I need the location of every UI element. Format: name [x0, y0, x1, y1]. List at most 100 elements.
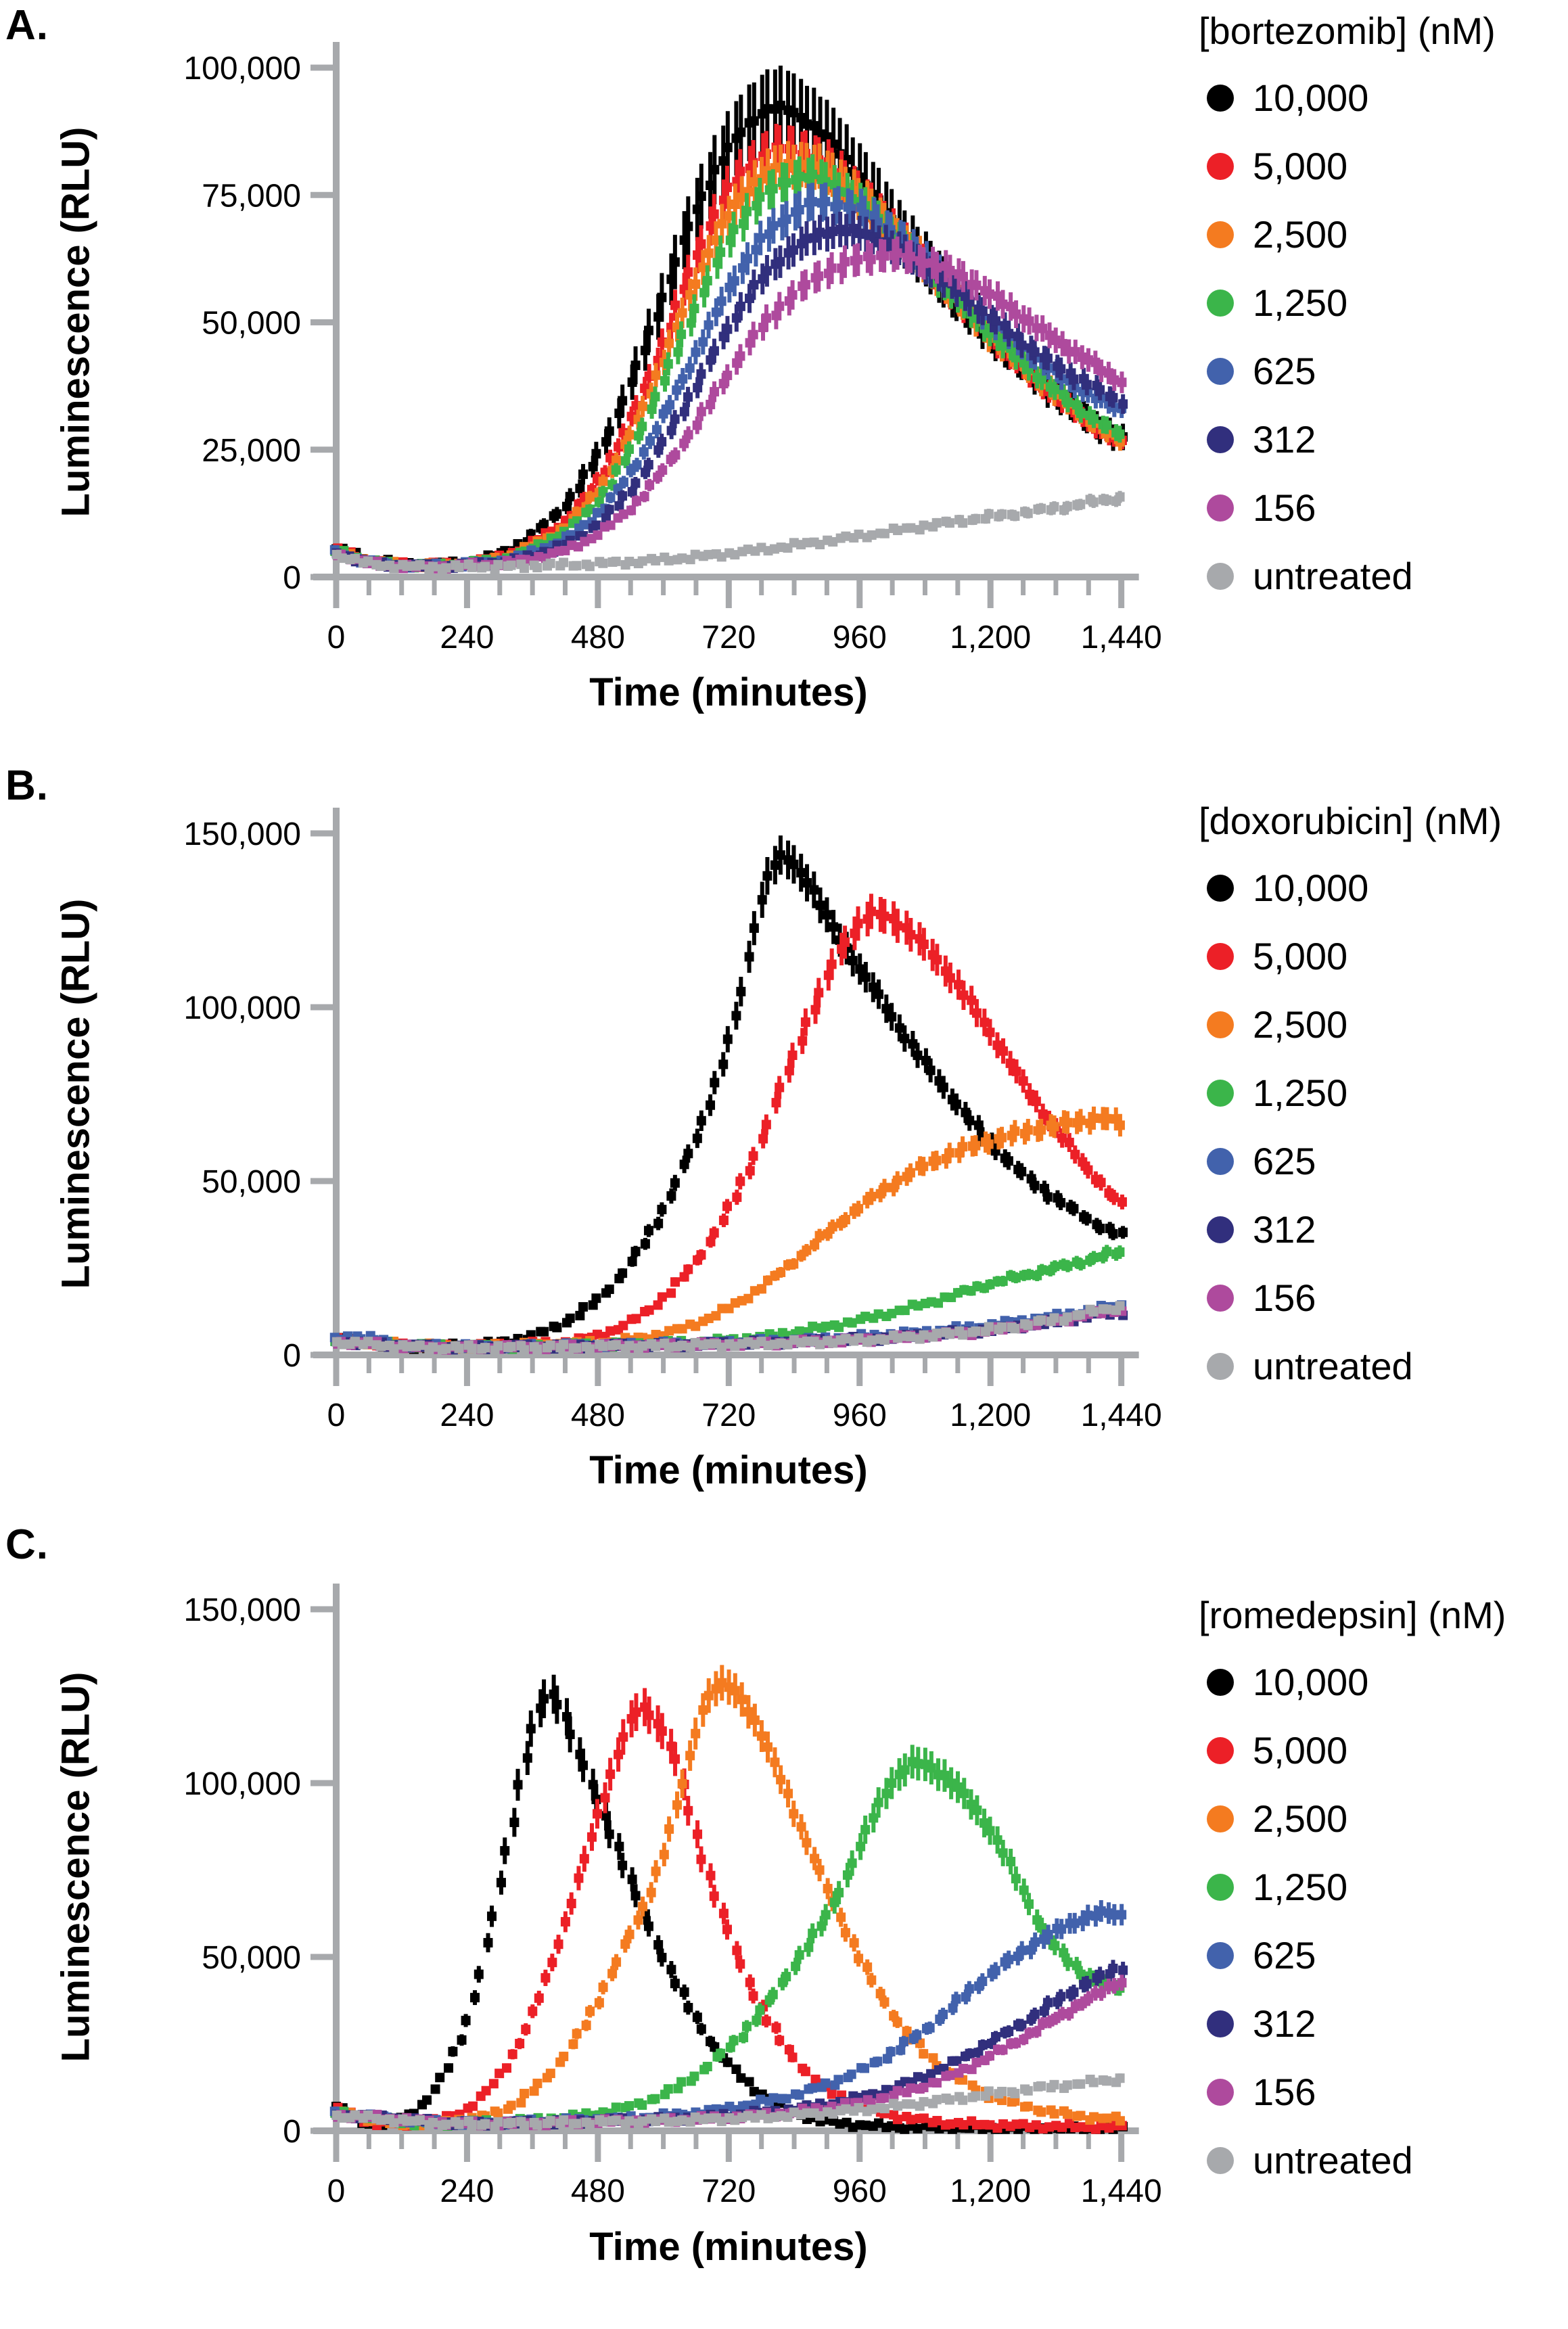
- legend-entry: 312: [1199, 405, 1568, 474]
- series-untreated: [331, 490, 1125, 574]
- legend-marker-dot: [1207, 1736, 1234, 1764]
- legend-entry-label: 5,000: [1253, 145, 1348, 187]
- y-tick-label: 25,000: [202, 433, 301, 469]
- legend-entry-label: 312: [1253, 418, 1316, 461]
- legend-entry-label: 2,500: [1253, 213, 1348, 256]
- legend-entry-label: 625: [1253, 1934, 1316, 1977]
- legend-entry-label: 1,250: [1253, 281, 1348, 324]
- x-tick-label: 1,200: [950, 2173, 1031, 2209]
- panel-a-y-axis-title: Luminescence (RLU): [53, 126, 98, 517]
- panel-b-legend-entries: 10,000 5,000 2,500 1,250 625 312 156 untreated: [1199, 854, 1568, 1400]
- legend-marker-dot: [1207, 1352, 1234, 1380]
- y-tick-label: 100,000: [183, 51, 301, 87]
- legend-entry-label: untreated: [1253, 2139, 1413, 2182]
- legend-marker-dot: [1207, 2010, 1234, 2037]
- legend-marker-dot: [1207, 2078, 1234, 2106]
- legend-entry: untreated: [1199, 542, 1568, 610]
- y-tick-label: 50,000: [202, 306, 301, 342]
- legend-marker-dot: [1207, 1668, 1234, 1696]
- panel-b-legend: [doxorubicin] (nM) 10,000 5,000 2,500 1,250…: [1199, 797, 1568, 1400]
- series-10000: [331, 66, 1128, 572]
- y-tick-label: 100,000: [183, 990, 301, 1026]
- y-tick-label: 0: [283, 560, 301, 596]
- panel-a-legend-entries: 10,000 5,000 2,500 1,250 625 312 156 untreated: [1199, 64, 1568, 610]
- x-tick-label: 0: [327, 1398, 346, 1433]
- x-tick-label: 0: [327, 2173, 346, 2209]
- series-2500: [332, 1665, 1125, 2131]
- legend-entry: untreated: [1199, 2126, 1568, 2194]
- legend-entry-label: 5,000: [1253, 1729, 1348, 1772]
- legend-entry-label: 1,250: [1253, 1071, 1348, 1114]
- legend-marker-dot: [1207, 494, 1234, 522]
- legend-entry: 10,000: [1199, 64, 1568, 132]
- legend-entry-label: 312: [1253, 1208, 1316, 1251]
- legend-marker-dot: [1207, 1805, 1234, 1832]
- legend-entry: 1,250: [1199, 269, 1568, 337]
- legend-entry-label: 2,500: [1253, 1003, 1348, 1046]
- panel-c-chart: 150,000 100,000 50,000 00 240 480 720 960 1,200 1…: [183, 1584, 1162, 2209]
- legend-entry: 2,500: [1199, 990, 1568, 1059]
- panel-c-legend-title: [romedepsin] (nM): [1199, 1594, 1506, 1636]
- legend-marker-dot: [1207, 1873, 1234, 1901]
- x-tick-label: 720: [701, 1398, 756, 1433]
- y-tick-label: 100,000: [183, 1766, 301, 1802]
- y-tick-label: 0: [283, 1338, 301, 1374]
- legend-marker-dot: [1207, 562, 1234, 590]
- panel-a-letter: A.: [5, 2, 49, 49]
- legend-entry-label: 1,250: [1253, 1866, 1348, 1908]
- legend-entry: 2,500: [1199, 200, 1568, 269]
- legend-marker-dot: [1207, 1216, 1234, 1243]
- x-tick-label: 480: [571, 620, 625, 655]
- legend-marker-dot: [1207, 1011, 1234, 1038]
- legend-entry: 2,500: [1199, 1784, 1568, 1853]
- legend-entry: 5,000: [1199, 922, 1568, 990]
- panel-a-chart: 100,000 75,000 50,000 25,000 00 240 480 720 960 1…: [183, 42, 1162, 655]
- x-tick-label: 1,440: [1081, 620, 1162, 655]
- y-tick-label: 50,000: [202, 1940, 301, 1976]
- legend-entry-label: 156: [1253, 1276, 1316, 1319]
- panel-a-legend-title: [bortezomib] (nM): [1199, 9, 1496, 52]
- x-tick-label: 240: [440, 2173, 494, 2209]
- x-tick-label: 240: [440, 620, 494, 655]
- legend-marker-dot: [1207, 1284, 1234, 1312]
- x-tick-label: 480: [571, 1398, 625, 1433]
- legend-entry-label: 625: [1253, 350, 1316, 392]
- panel-c-letter: C.: [5, 1521, 49, 1568]
- series-untreated: [331, 1301, 1125, 1356]
- panel-a-x-axis-title: Time (minutes): [589, 670, 868, 714]
- legend-entry-label: 312: [1253, 2002, 1316, 2045]
- legend-entry: 312: [1199, 1195, 1568, 1264]
- y-tick-label: 50,000: [202, 1164, 301, 1200]
- panel-c-legend: [romedepsin] (nM) 10,000 5,000 2,500 1,250 6…: [1199, 1591, 1568, 2194]
- x-tick-label: 240: [440, 1398, 494, 1433]
- panel-a-legend: [bortezomib] (nM) 10,000 5,000 2,500 1,250 6…: [1199, 7, 1568, 610]
- y-tick-label: 75,000: [202, 178, 301, 214]
- legend-marker-dot: [1207, 1147, 1234, 1175]
- legend-entry: 156: [1199, 2058, 1568, 2126]
- legend-marker-dot: [1207, 152, 1234, 180]
- panel-c-y-axis-title: Luminescence (RLU): [53, 1671, 98, 2062]
- legend-marker-dot: [1207, 2146, 1234, 2174]
- x-tick-label: 960: [833, 1398, 887, 1433]
- legend-entry: 625: [1199, 1127, 1568, 1195]
- legend-entry-label: 625: [1253, 1140, 1316, 1182]
- legend-marker-dot: [1207, 1941, 1234, 1969]
- legend-entry-label: 10,000: [1253, 867, 1369, 909]
- legend-entry-label: 10,000: [1253, 76, 1369, 119]
- series-10000: [331, 1674, 1128, 2134]
- x-tick-label: 1,440: [1081, 1398, 1162, 1433]
- x-tick-label: 720: [701, 2173, 756, 2209]
- legend-entry: 156: [1199, 474, 1568, 542]
- y-tick-label: 150,000: [183, 1592, 301, 1628]
- legend-entry-label: 5,000: [1253, 935, 1348, 977]
- legend-marker-dot: [1207, 425, 1234, 453]
- legend-entry-label: untreated: [1253, 1345, 1413, 1387]
- legend-entry-label: 156: [1253, 2071, 1316, 2113]
- legend-entry: untreated: [1199, 1332, 1568, 1400]
- legend-entry: 625: [1199, 337, 1568, 405]
- legend-marker-dot: [1207, 289, 1234, 317]
- x-tick-label: 0: [327, 620, 346, 655]
- legend-entry-label: 2,500: [1253, 1797, 1348, 1840]
- legend-entry: 625: [1199, 1921, 1568, 1989]
